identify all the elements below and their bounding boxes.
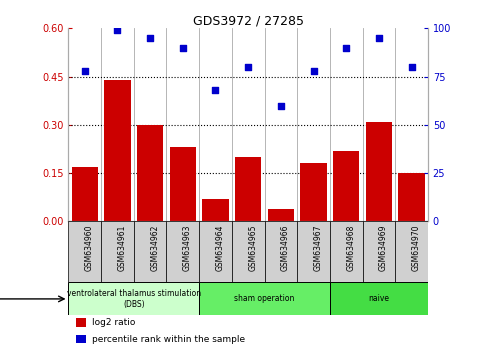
Text: GSM634964: GSM634964 bbox=[215, 224, 224, 271]
Point bbox=[244, 64, 252, 70]
Text: GSM634966: GSM634966 bbox=[280, 224, 289, 271]
Text: percentile rank within the sample: percentile rank within the sample bbox=[92, 335, 244, 344]
Bar bbox=[329, 221, 362, 282]
Text: GSM634970: GSM634970 bbox=[411, 224, 420, 271]
Text: GSM634969: GSM634969 bbox=[378, 224, 387, 271]
Bar bbox=[169, 147, 196, 221]
Bar bbox=[76, 318, 86, 327]
Bar bbox=[365, 122, 391, 221]
Point bbox=[309, 68, 317, 74]
Text: GSM634960: GSM634960 bbox=[84, 224, 94, 271]
Bar bbox=[199, 221, 231, 282]
Text: ventrolateral thalamus stimulation
(DBS): ventrolateral thalamus stimulation (DBS) bbox=[66, 289, 201, 309]
Text: GSM634968: GSM634968 bbox=[346, 224, 354, 271]
Bar bbox=[398, 173, 424, 221]
Bar bbox=[235, 157, 261, 221]
Text: GSM634965: GSM634965 bbox=[248, 224, 257, 271]
Bar bbox=[72, 167, 98, 221]
Bar bbox=[362, 221, 394, 282]
Text: sham operation: sham operation bbox=[234, 295, 294, 303]
Bar bbox=[68, 282, 199, 315]
Bar bbox=[264, 221, 297, 282]
Point bbox=[81, 68, 88, 74]
Point bbox=[342, 45, 349, 51]
Bar bbox=[300, 164, 326, 221]
Text: GSM634961: GSM634961 bbox=[117, 224, 126, 271]
Point bbox=[179, 45, 186, 51]
Text: GSM634967: GSM634967 bbox=[313, 224, 322, 271]
Bar bbox=[267, 209, 293, 221]
Bar bbox=[104, 80, 130, 221]
Text: log2 ratio: log2 ratio bbox=[92, 318, 135, 327]
Text: naive: naive bbox=[367, 295, 388, 303]
Bar bbox=[134, 221, 166, 282]
Bar bbox=[68, 221, 101, 282]
Bar bbox=[394, 221, 427, 282]
Point bbox=[407, 64, 415, 70]
Point bbox=[113, 27, 121, 33]
Bar bbox=[332, 150, 359, 221]
Bar bbox=[297, 221, 329, 282]
Bar bbox=[202, 199, 228, 221]
Bar bbox=[76, 335, 86, 343]
Point bbox=[276, 103, 284, 108]
Point bbox=[146, 35, 154, 41]
Point bbox=[211, 87, 219, 93]
Bar bbox=[137, 125, 163, 221]
Text: GSM634963: GSM634963 bbox=[183, 224, 191, 271]
Bar bbox=[166, 221, 199, 282]
Text: GSM634962: GSM634962 bbox=[150, 224, 159, 271]
Title: GDS3972 / 27285: GDS3972 / 27285 bbox=[192, 14, 303, 27]
Bar bbox=[231, 221, 264, 282]
Bar bbox=[329, 282, 427, 315]
Bar bbox=[101, 221, 134, 282]
Point bbox=[374, 35, 382, 41]
Bar bbox=[199, 282, 329, 315]
